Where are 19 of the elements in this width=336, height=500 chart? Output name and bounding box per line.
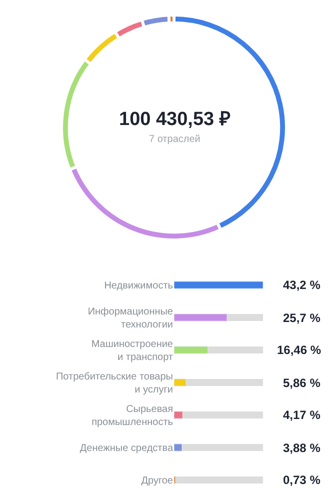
data-label: 5,86 % [283, 376, 321, 390]
data-label: 0,73 % [283, 473, 321, 487]
text: 7 отраслей [149, 134, 200, 145]
data-label: 16,46 % [277, 343, 322, 357]
y-tick-label: Недвижимость [104, 280, 173, 292]
y-tick-label: Информационные технологии [88, 306, 174, 330]
text: 100 430,53 ₽ [119, 109, 230, 130]
y-tick-label: Другое [141, 476, 174, 486]
y-tick-label: Сырьевая промышленность [92, 404, 173, 428]
bar [174, 444, 182, 452]
data-label: 25,7 % [283, 311, 321, 325]
data-label: 43,2 % [283, 278, 321, 292]
y-tick-label: Машиностроение и транспорт [91, 339, 174, 363]
bar [174, 378, 186, 386]
y-tick-label: Денежные средства [80, 443, 174, 454]
bar [174, 411, 183, 419]
data-label: 3,88 % [283, 441, 321, 455]
data-label: 4,17 % [283, 408, 321, 422]
y-tick-label: Потребительские товары и услуги [56, 372, 173, 396]
